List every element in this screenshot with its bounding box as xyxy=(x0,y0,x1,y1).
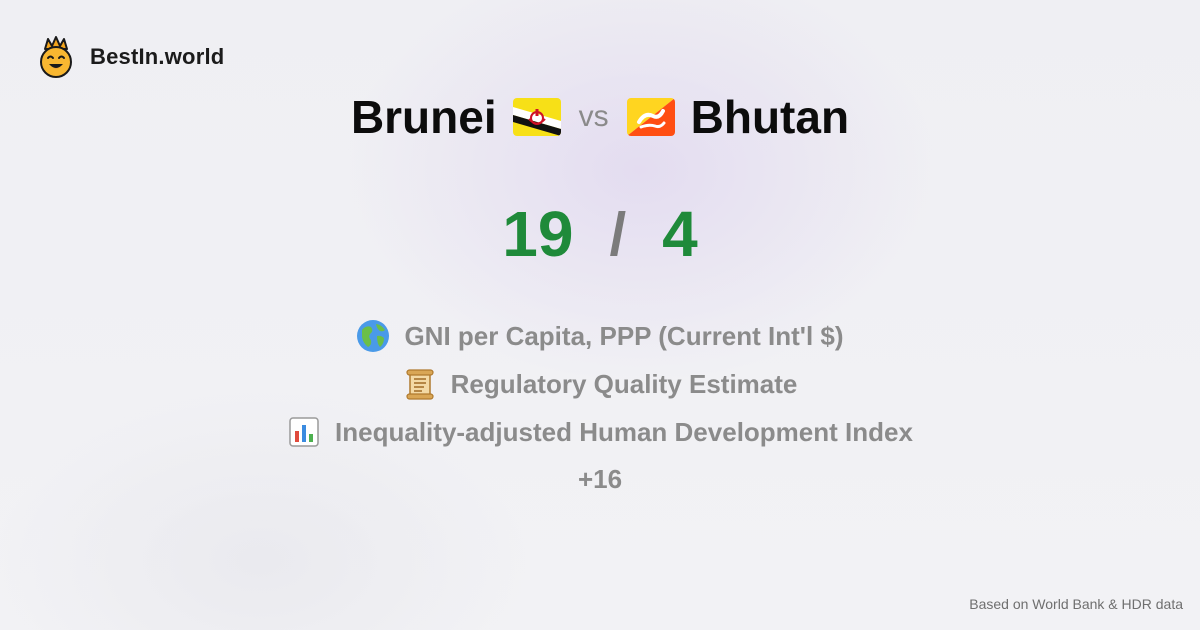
more-metrics-count[interactable]: +16 xyxy=(577,463,623,494)
metric-label: GNI per Capita, PPP (Current Int'l $) xyxy=(404,320,844,351)
score-row: 19 / 4 xyxy=(0,196,1200,272)
country-a-name[interactable]: Brunei xyxy=(350,91,497,143)
country-b-name[interactable]: Bhutan xyxy=(690,91,850,143)
score-b: 4 xyxy=(662,198,698,270)
globe-icon xyxy=(357,320,390,352)
metrics-list: GNI per Capita, PPP (Current Int'l $) Re… xyxy=(0,312,1200,502)
brunei-flag-icon xyxy=(512,98,561,136)
metric-item-regulatory[interactable]: Regulatory Quality Estimate xyxy=(403,360,798,408)
bhutan-flag-icon xyxy=(626,98,675,136)
crowned-smiley-logo-icon xyxy=(40,36,72,78)
comparison-title: Brunei vs Bhutan xyxy=(0,86,1200,148)
metric-label: Inequality-adjusted Human Development In… xyxy=(335,416,913,447)
vs-label: vs xyxy=(578,100,609,133)
bar-chart-icon xyxy=(289,417,319,447)
brand-name: BestIn.world xyxy=(90,44,225,69)
score-separator: / xyxy=(609,200,627,268)
metric-item-ihdi[interactable]: Inequality-adjusted Human Development In… xyxy=(287,408,913,456)
metric-label: Regulatory Quality Estimate xyxy=(450,368,798,399)
metric-item-gni[interactable]: GNI per Capita, PPP (Current Int'l $) xyxy=(356,312,844,360)
score-a: 19 xyxy=(502,198,574,270)
scroll-icon xyxy=(406,369,434,400)
brand[interactable]: BestIn.world xyxy=(38,36,224,78)
data-source-note: Based on World Bank & HDR data xyxy=(969,596,1183,612)
